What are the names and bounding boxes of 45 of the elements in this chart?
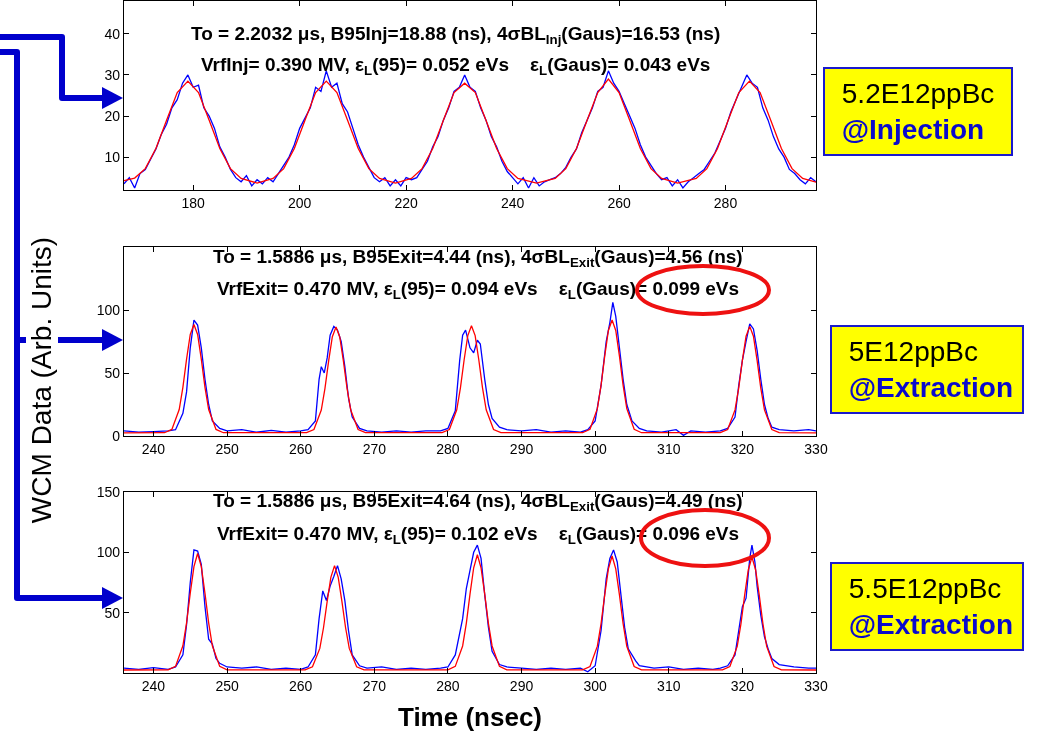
x-tick-label: 240: [141, 441, 166, 457]
x-tick-label: 280: [713, 195, 738, 211]
text: 5.2E12ppBc @Injection: [834, 78, 1003, 146]
x-tick-label: 270: [362, 678, 387, 694]
y-tick-label: 0: [112, 427, 121, 444]
x-tick-label: 310: [657, 441, 681, 457]
x-tick-label: 290: [509, 678, 534, 694]
y-axis-title: WCM Data (Arb. Units): [26, 234, 58, 526]
x-tick-label: 200: [287, 195, 312, 211]
x-tick-label: 280: [436, 441, 460, 457]
x-tick-label: 270: [362, 441, 387, 457]
x-tick-label: 330: [804, 678, 828, 694]
x-tick-label: 280: [436, 678, 460, 694]
x-tick-label: 320: [730, 441, 755, 457]
annotation: VrfInj= 0.390 MV, ε$_{L}$(95)= 0.052 eVs ε$_{L}$(Gaus)= 0.043 eVs: [201, 54, 711, 78]
y-tick-label: 50: [104, 604, 121, 621]
x-tick-label: 320: [730, 678, 755, 694]
x-tick-label: 250: [215, 678, 239, 694]
x-tick-label: 260: [289, 441, 313, 457]
y-tick-label: 100: [96, 301, 121, 318]
x-tick-label: 220: [394, 195, 419, 211]
annotation: To = 1.5886 μs, B95Exit=4.44 (ns), 4σBL$_{Exit}$(Gaus)=4.56 (ns): [213, 246, 743, 270]
y-tick-label: 150: [96, 483, 121, 500]
x-tick-label: 260: [607, 195, 631, 211]
x-tick-label: 290: [509, 441, 534, 457]
x-tick-label: 240: [141, 678, 166, 694]
x-tick-label: 180: [181, 195, 206, 211]
x-tick-label: 300: [583, 678, 608, 694]
y-tick-label: 50: [104, 364, 121, 381]
text: 5.5E12ppBc @Extraction: [841, 573, 1014, 641]
text: 5E12ppBc @Extraction: [841, 336, 1014, 404]
y-tick-label: 20: [104, 107, 121, 124]
annotation: To = 1.5886 μs, B95Exit=4.64 (ns), 4σBL$_{Exit}$(Gaus)=4.49 (ns): [213, 490, 743, 514]
x-tick-label: 240: [500, 195, 525, 211]
x-tick-label: 330: [804, 441, 828, 457]
y-tick-label: 40: [104, 25, 121, 42]
x-tick-label: 260: [289, 678, 313, 694]
y-tick-label: 10: [104, 149, 121, 166]
y-tick-label: 100: [96, 544, 121, 561]
x-tick-label: 250: [215, 441, 239, 457]
x-tick-label: 310: [657, 678, 681, 694]
x-axis-title: Time (nsec): [397, 701, 543, 732]
y-tick-label: 30: [104, 66, 121, 83]
x-tick-label: 300: [583, 441, 608, 457]
annotation: To = 2.2032 μs, B95Inj=18.88 (ns), 4σBL$_{Inj}$(Gaus)=16.53 (ns): [191, 23, 721, 47]
